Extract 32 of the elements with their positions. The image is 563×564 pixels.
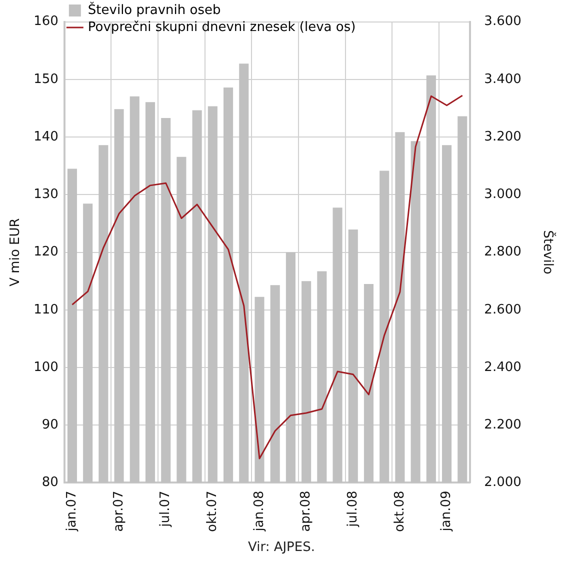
y-tick-label: 100 [34, 360, 58, 375]
y2-tick-label: 3.400 [484, 72, 522, 87]
y-tick-label: 120 [34, 244, 58, 260]
y2-axis-title: Število [540, 230, 557, 274]
x-tick-label: jan.07 [64, 490, 80, 532]
y-tick-label: 150 [34, 72, 58, 87]
y-tick-label: 160 [34, 14, 58, 30]
legend-label: Število pravnih oseb [88, 0, 221, 18]
x-tick-label: jul.07 [158, 490, 174, 528]
text: Vir: AJPES. [246, 540, 316, 555]
y2-tick-label: 2.200 [484, 418, 522, 433]
y2-tick-label: 2.000 [484, 475, 522, 490]
y2-tick-label: 2.600 [484, 302, 522, 318]
x-tick-label: jan.08 [252, 490, 267, 532]
y2-tick-label: 2.400 [484, 360, 522, 375]
x-tick-label: okt.07 [205, 490, 220, 532]
x-tick-label: jan.09 [439, 490, 454, 532]
y-tick-label: 130 [34, 187, 58, 202]
x-tick-label: okt.08 [392, 490, 408, 532]
x-tick-label: apr.07 [111, 490, 126, 532]
y2-tick-label: 2.800 [484, 244, 522, 260]
y-tick-label: 90 [42, 418, 58, 433]
y-tick-label: 80 [42, 475, 58, 490]
y2-tick-label: 3.600 [484, 14, 522, 30]
y-axis-title: V mio EUR [8, 218, 24, 286]
y2-tick-label: 3.200 [484, 129, 522, 144]
x-tick-label: jul.08 [346, 490, 361, 528]
legend-label: Povprečni skupni dnevni znesek (leva os) [88, 20, 356, 35]
y-tick-label: 140 [34, 129, 58, 144]
y2-tick-label: 3.000 [484, 187, 522, 202]
y-tick-label: 110 [34, 302, 58, 318]
x-tick-label: apr.08 [298, 490, 314, 532]
